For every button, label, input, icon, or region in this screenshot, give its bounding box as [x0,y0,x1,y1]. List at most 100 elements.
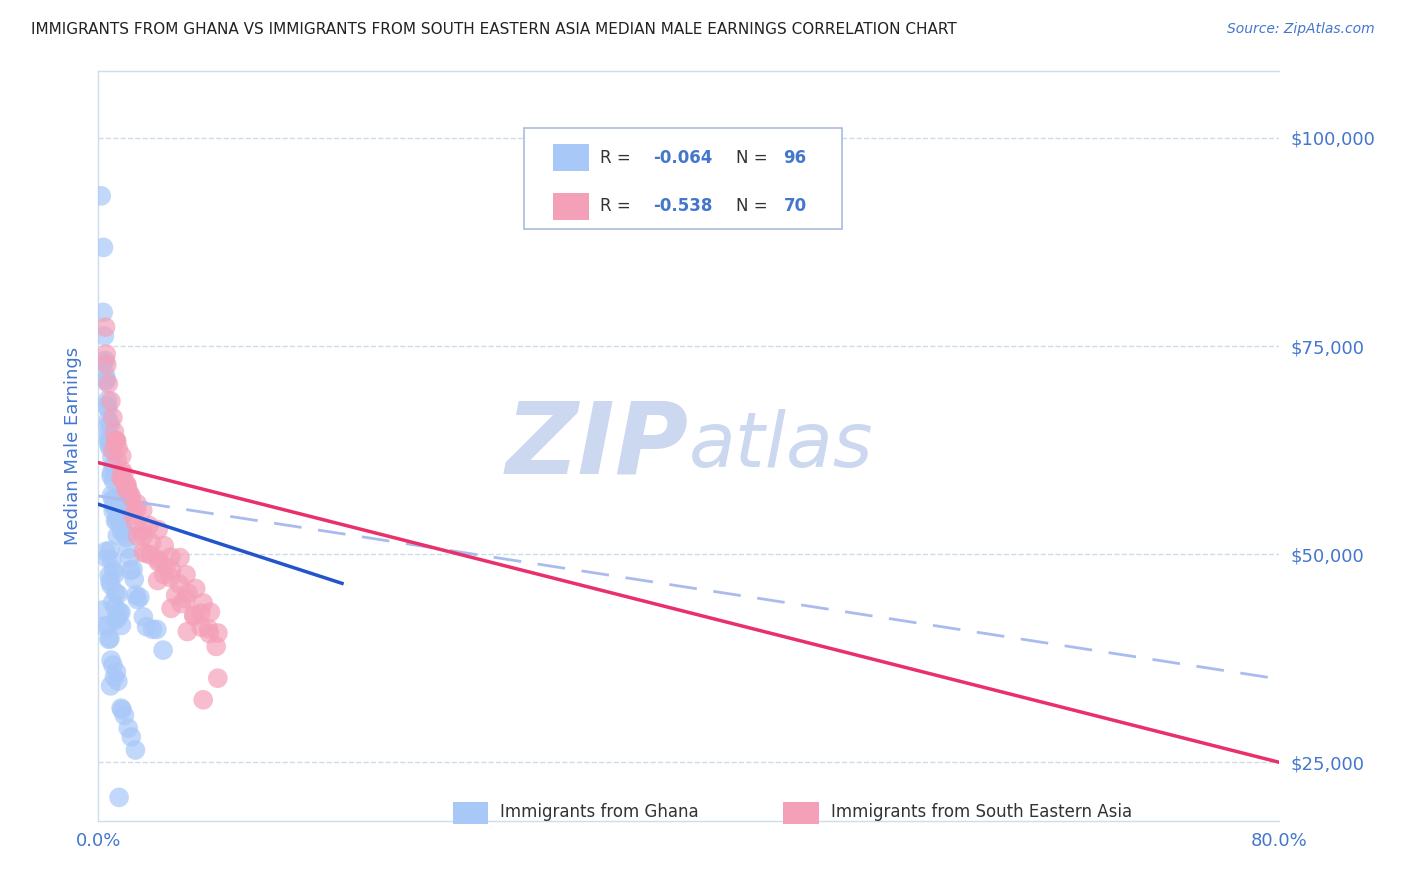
Point [117,721,139,735]
Point [112,467,135,482]
Point [98,632,121,646]
Point [139,548,162,562]
Point [105,434,128,448]
Point [169,550,191,565]
Point [122,562,145,576]
Point [97,632,120,647]
Point [190,620,212,634]
Point [100,469,122,483]
Point [94,320,117,334]
Point [118,550,141,565]
Point [111,449,134,463]
Bar [553,193,589,219]
Text: N =: N = [737,197,773,215]
Point [111,502,134,516]
Point [108,514,131,528]
Point [107,441,129,455]
Point [138,518,160,533]
Point [125,516,148,530]
Point [125,588,148,602]
Point [193,693,215,707]
Point [94,367,117,381]
Text: R =: R = [600,197,637,215]
Point [101,410,124,425]
Point [177,586,200,600]
Point [90,189,112,203]
Point [101,450,124,465]
Point [120,563,142,577]
Point [165,588,187,602]
Point [114,708,136,723]
Point [93,240,115,254]
Text: N =: N = [737,149,773,167]
Point [197,622,219,636]
Text: -0.064: -0.064 [654,149,713,167]
Point [101,458,124,473]
Point [160,563,183,577]
Point [112,506,135,520]
Point [96,551,118,566]
Point [153,567,176,582]
Point [98,417,121,432]
Point [131,503,153,517]
Point [100,578,122,592]
Point [108,790,131,805]
Point [198,626,221,640]
Point [103,474,125,488]
Point [107,611,129,625]
Point [91,603,114,617]
Text: R =: R = [600,149,637,167]
Text: ZIP: ZIP [506,398,689,494]
Point [152,643,174,657]
Point [117,542,139,557]
Point [110,524,132,539]
Point [148,553,170,567]
Point [103,563,125,577]
Point [100,679,122,693]
Point [103,425,125,439]
Point [101,596,124,610]
Text: 70: 70 [783,197,807,215]
Point [97,418,120,433]
Point [97,619,120,633]
Point [98,543,121,558]
Point [103,504,125,518]
Point [115,478,138,492]
Point [146,623,169,637]
Point [93,329,115,343]
Point [97,436,120,450]
Point [105,665,128,679]
Point [183,609,205,624]
Point [97,425,120,440]
Point [105,453,128,467]
Point [104,566,127,581]
Point [142,623,165,637]
Point [105,434,128,448]
Point [96,347,118,361]
Point [132,529,155,543]
Point [104,493,127,508]
Point [146,574,169,588]
Text: -0.538: -0.538 [654,197,713,215]
Point [111,703,134,717]
Point [141,536,163,550]
Point [120,488,142,502]
Point [110,618,132,632]
Point [111,464,134,478]
Point [122,508,145,523]
Point [96,372,118,386]
Point [104,586,127,600]
Point [103,670,125,684]
Text: Immigrants from South Eastern Asia: Immigrants from South Eastern Asia [831,803,1132,821]
Point [100,466,122,480]
Point [176,624,198,639]
Point [207,671,229,685]
Point [97,376,120,391]
Point [159,571,181,585]
Point [98,437,121,451]
Point [100,394,122,409]
Point [97,413,120,427]
Point [101,443,124,458]
Point [94,374,117,388]
Point [94,353,117,368]
